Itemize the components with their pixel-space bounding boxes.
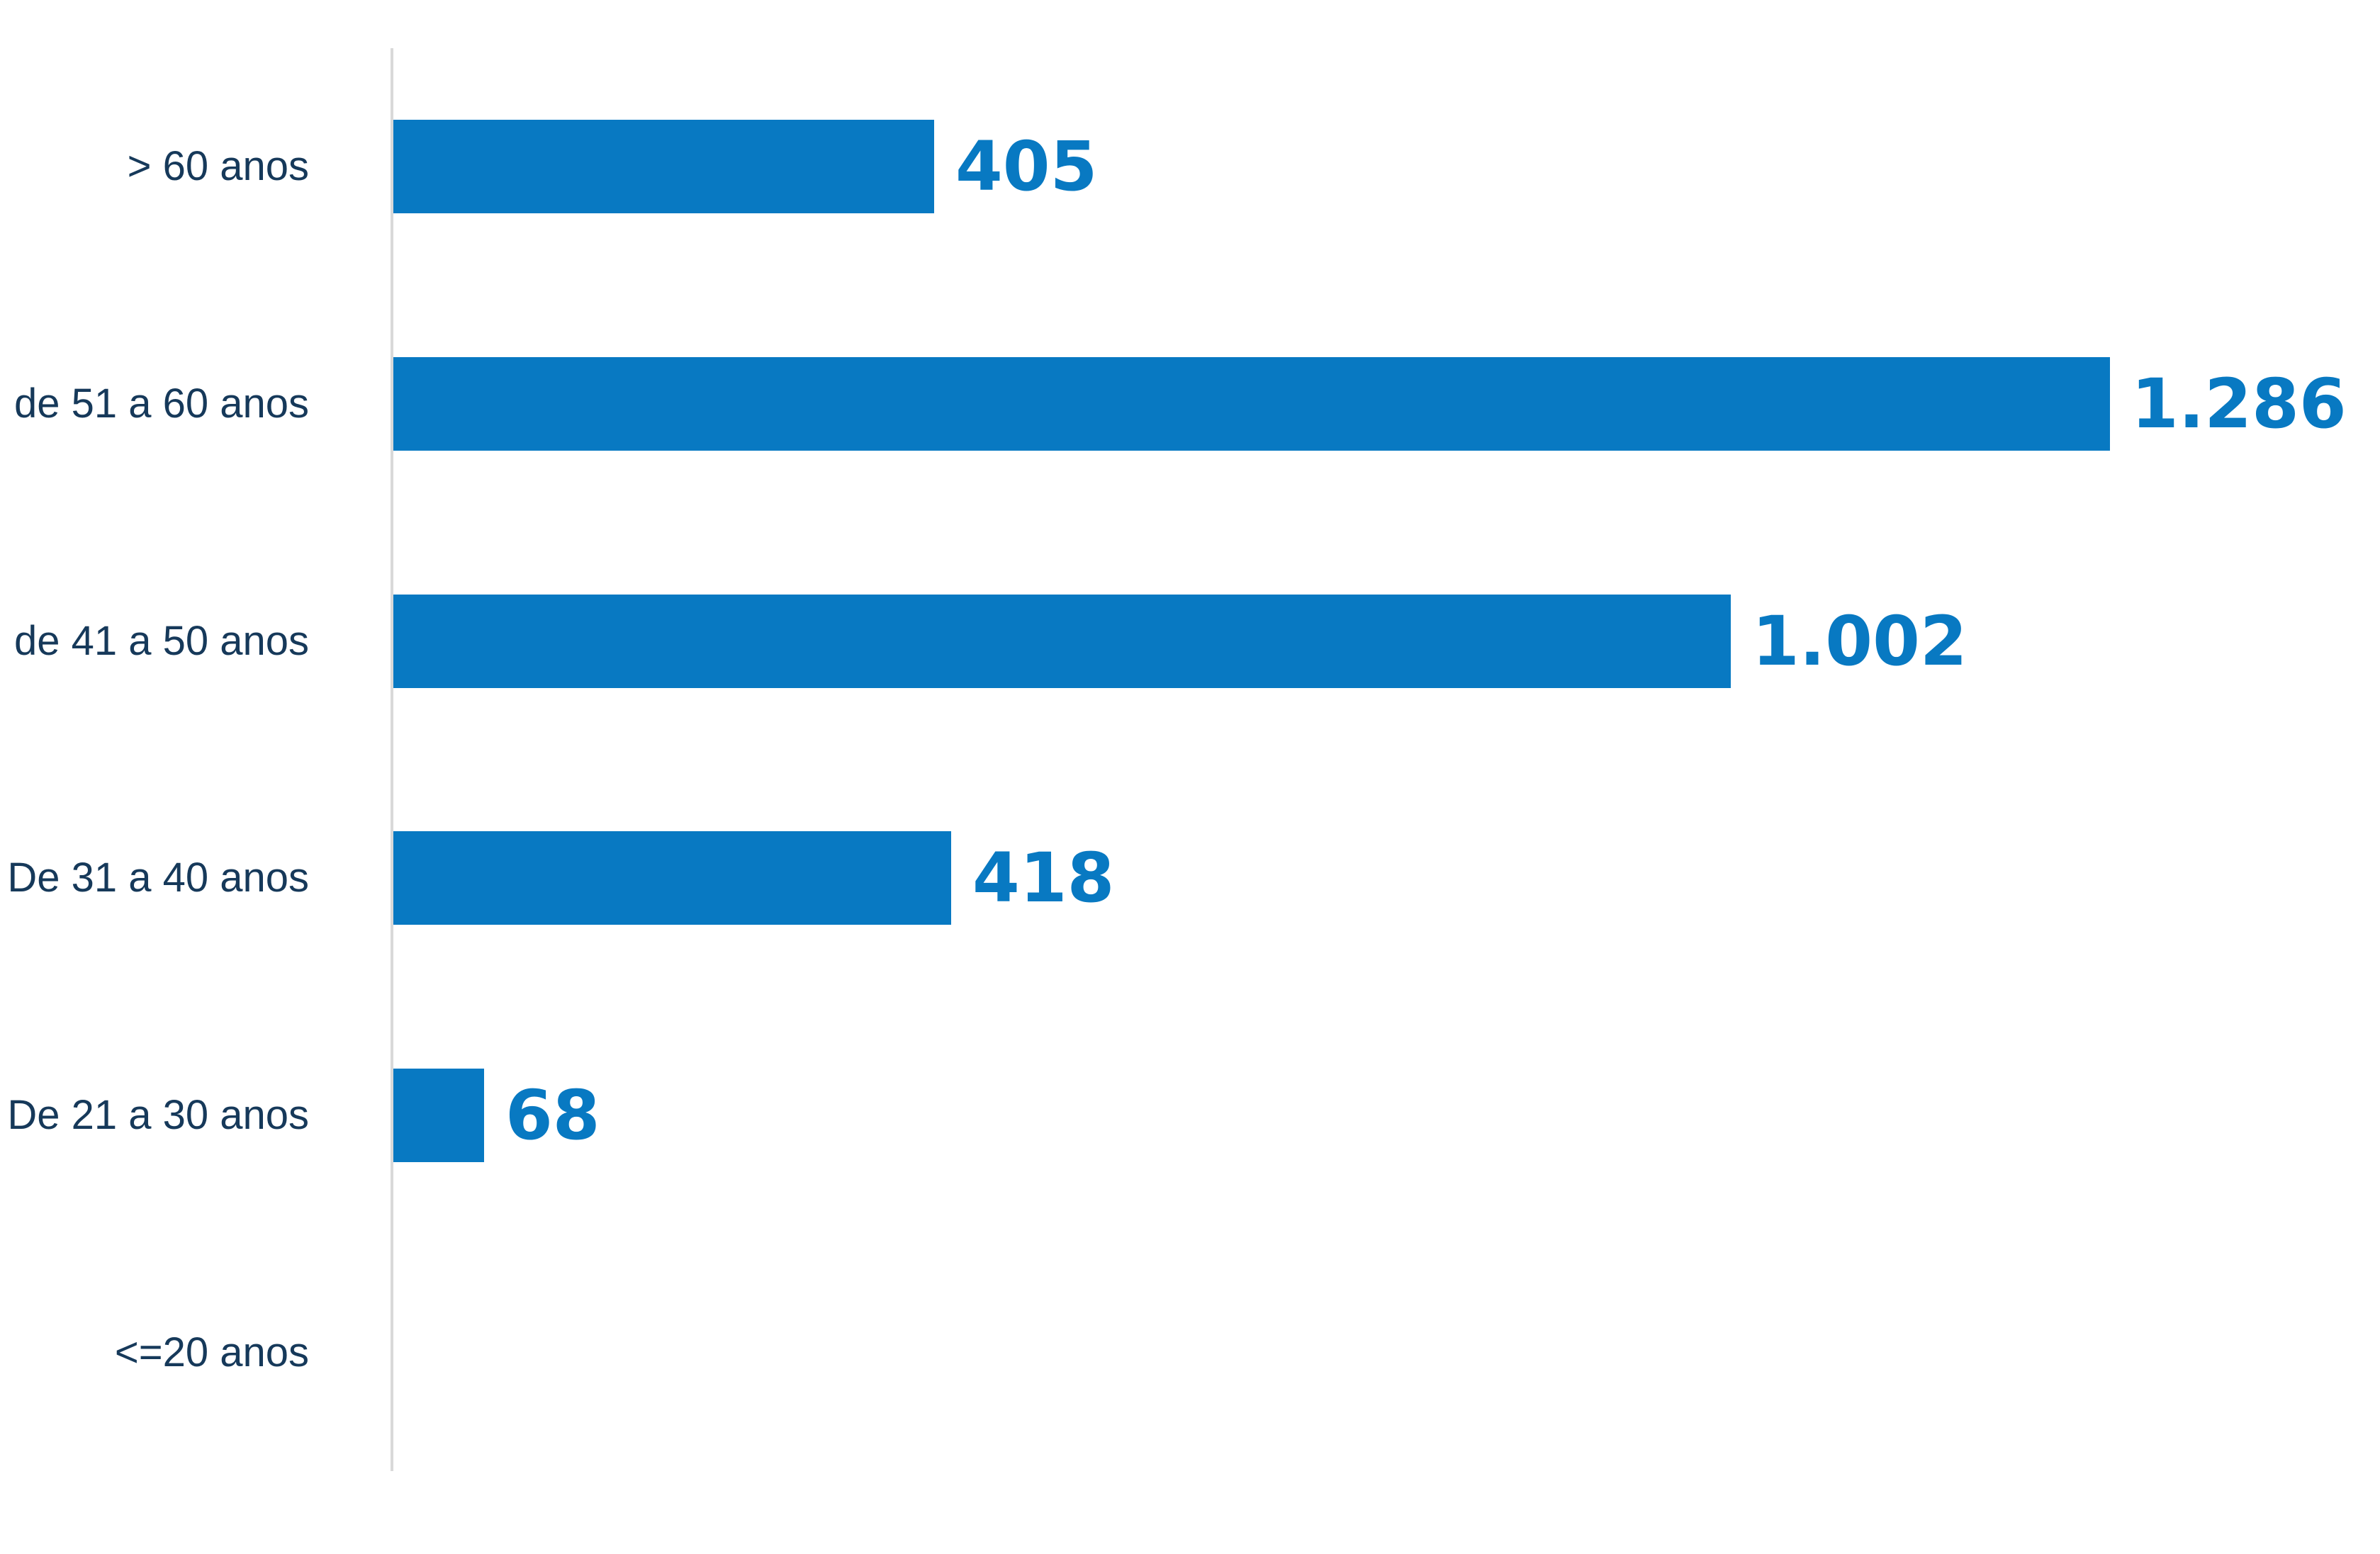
bar-area (393, 1306, 2380, 1400)
bar-area: 1.286 (393, 357, 2380, 451)
value-label: 418 (972, 838, 1115, 918)
category-label: de 41 a 50 anos (13, 617, 309, 664)
category-label: de 51 a 60 anos (13, 381, 309, 427)
bar-area: 1.002 (393, 594, 2380, 688)
chart-row: De 31 a 40 anos 418 (0, 760, 2380, 997)
bar-area: 418 (393, 831, 2380, 925)
chart-row: > 60 anos 405 (0, 48, 2380, 286)
bar (393, 357, 2110, 451)
value-label: 1.002 (1752, 601, 1968, 681)
chart-rows: > 60 anos 405 de 51 a 60 anos 1.286 de 41 a … (0, 48, 2380, 1471)
bar (393, 1069, 484, 1163)
bar (393, 831, 951, 925)
value-label: 405 (955, 127, 1098, 207)
value-label: 68 (505, 1076, 600, 1156)
category-label: > 60 anos (127, 143, 309, 190)
chart-row: de 41 a 50 anos 1.002 (0, 522, 2380, 760)
category-label: <=20 anos (114, 1329, 309, 1375)
chart-row: De 21 a 30 anos 68 (0, 997, 2380, 1234)
bar (393, 594, 1731, 688)
value-label: 1.286 (2131, 364, 2347, 444)
bar-area: 68 (393, 1069, 2380, 1163)
bar (393, 120, 934, 214)
chart-row: <=20 anos (0, 1234, 2380, 1471)
bar-area: 405 (393, 120, 2380, 214)
chart-row: de 51 a 60 anos 1.286 (0, 286, 2380, 523)
category-label: De 21 a 30 anos (7, 1092, 309, 1139)
y-axis-line (391, 48, 393, 1471)
category-label: De 31 a 40 anos (7, 855, 309, 901)
